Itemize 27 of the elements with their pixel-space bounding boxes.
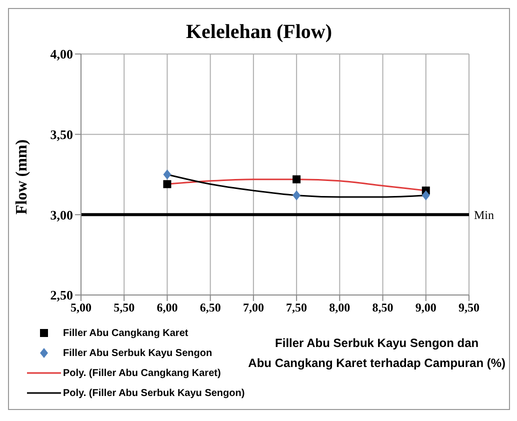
x-tick-label: 6,50	[200, 300, 221, 315]
y-tick-label: 3,00	[50, 207, 73, 222]
y-tick-label: 4,00	[50, 46, 73, 62]
point	[292, 175, 301, 184]
point	[422, 190, 430, 200]
x-tick-label: 5,50	[114, 300, 135, 315]
legend-label: Poly. (Filler Abu Serbuk Kayu Sengon)	[62, 386, 245, 400]
chart-title: Kelelehan (Flow)	[184, 21, 334, 44]
point	[292, 190, 301, 200]
x-tick-label: 7,00	[242, 300, 264, 315]
legend-label: Filler Abu Cangkang Karet	[62, 326, 190, 340]
legend-label: Poly. (Filler Abu Cangkang Karet)	[62, 366, 222, 380]
point	[163, 180, 172, 188]
y-tick-label: 2,50	[50, 288, 73, 303]
x-tick-label: 9,00	[415, 300, 436, 315]
point	[163, 170, 172, 180]
y-axis-title: Flow (mm)	[14, 139, 31, 214]
x-tick-label: 5,00	[70, 300, 92, 315]
x-axis-title: Filler Abu Serbuk Kayu Sengon dan Abu Cangkang Karet terhadap Campuran (%)	[247, 335, 507, 372]
y-tick-label: 3,50	[50, 126, 73, 142]
x-tick-label: 8,50	[372, 300, 394, 315]
x-tick-label: 8,00	[329, 300, 350, 315]
x-tick-label: 6,00	[156, 300, 178, 315]
ref-line-label: Min	[474, 208, 494, 222]
legend-label: Filler Abu Serbuk Kayu Sengon	[62, 346, 214, 360]
x-tick-label: 9,50	[458, 300, 480, 315]
x-tick-label: 7,50	[286, 300, 308, 315]
